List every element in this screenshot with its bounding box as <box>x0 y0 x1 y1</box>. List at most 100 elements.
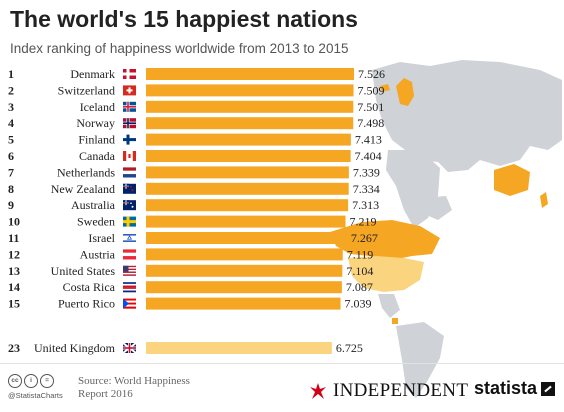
bar-austria <box>146 248 343 261</box>
rank-label: 8 <box>8 182 14 196</box>
bar-norway <box>146 117 354 130</box>
value-label: 7.509 <box>358 83 385 97</box>
rank-label: 3 <box>8 100 14 114</box>
value-label: 7.087 <box>346 280 373 294</box>
country-label: Iceland <box>80 100 115 114</box>
bar-australia <box>146 199 349 212</box>
map-south-america <box>396 322 444 398</box>
rank-label: 7 <box>8 165 14 179</box>
rank-label: 14 <box>8 280 20 294</box>
rank-label: 2 <box>8 83 14 97</box>
country-label: Netherlands <box>57 165 115 179</box>
flag-austria-icon <box>123 249 136 260</box>
country-label: New Zealand <box>51 182 115 196</box>
chart-subtitle: Index ranking of happiness worldwide fro… <box>10 41 349 56</box>
country-label: Sweden <box>77 215 115 229</box>
rank-label: 13 <box>8 264 20 278</box>
bar-switzerland <box>146 84 354 97</box>
bar-iceland <box>146 100 354 113</box>
bar-united-kingdom <box>146 342 332 354</box>
value-label: 7.334 <box>353 182 380 196</box>
country-label: Norway <box>76 116 115 130</box>
map-scandinavia <box>396 78 414 106</box>
source-line-1: Source: World Happiness <box>78 375 190 387</box>
rank-label: 23 <box>8 341 20 355</box>
map-new-zealand <box>540 192 548 208</box>
no-derivatives-icon: = <box>40 374 54 388</box>
bar-costa-rica <box>146 281 342 294</box>
flag-netherlands-icon <box>123 167 136 178</box>
country-label: Costa Rica <box>63 280 116 294</box>
rank-label: 5 <box>8 133 14 147</box>
country-label: Canada <box>79 149 116 163</box>
eagle-icon <box>310 383 326 399</box>
flag-denmark-icon <box>123 69 136 79</box>
value-label: 7.119 <box>347 247 374 261</box>
flag-new-zealand-icon <box>123 183 136 194</box>
flag-iceland-icon <box>123 101 136 112</box>
country-label: Australia <box>71 198 116 212</box>
statista-logo: statista <box>474 378 556 399</box>
flag-israel-icon <box>123 233 136 243</box>
map-greenland <box>420 196 452 220</box>
license-block: cc i = @StatistaCharts <box>8 374 63 400</box>
country-label: Puerto Rico <box>58 297 115 311</box>
chart-title: The world's 15 happiest nations <box>10 6 358 32</box>
rank-label: 4 <box>8 116 14 130</box>
country-label: Finland <box>78 133 115 147</box>
map-central-america <box>378 294 400 318</box>
flag-puerto-rico-icon <box>123 298 136 309</box>
map-iceland <box>380 84 390 92</box>
flag-sweden-icon <box>123 216 136 227</box>
flag-united-states-icon <box>123 265 136 276</box>
value-label: 7.413 <box>355 133 382 147</box>
map-canada <box>330 220 440 260</box>
value-label: 7.313 <box>352 198 379 212</box>
independent-wordmark: INDEPENDENT <box>333 380 469 401</box>
value-label: 7.404 <box>355 149 382 163</box>
cc-license-icons: cc i = <box>8 374 63 388</box>
map-eurasia <box>372 60 562 172</box>
independent-logo: INDEPENDENT <box>308 380 468 402</box>
statista-handle: @StatistaCharts <box>8 391 63 400</box>
value-label: 6.725 <box>336 341 363 355</box>
country-label: Denmark <box>70 67 115 81</box>
footer-divider <box>0 363 564 364</box>
value-label: 7.104 <box>346 264 373 278</box>
rank-label: 15 <box>8 297 20 311</box>
rank-label: 12 <box>8 247 20 261</box>
cc-icon: cc <box>8 374 22 388</box>
value-label: 7.267 <box>351 231 378 245</box>
rank-label: 6 <box>8 149 14 163</box>
flag-australia-icon <box>123 200 136 211</box>
flag-finland-icon <box>123 134 136 145</box>
value-label: 7.039 <box>345 297 372 311</box>
bar-puerto-rico <box>146 297 341 310</box>
country-label: Switzerland <box>58 83 115 97</box>
country-label: United Kingdom <box>34 341 116 355</box>
bar-new-zealand <box>146 182 349 195</box>
bar-sweden <box>146 215 346 228</box>
bar-denmark <box>146 68 354 80</box>
flag-canada-icon <box>123 151 136 161</box>
rank-label: 10 <box>8 215 20 229</box>
value-label: 7.501 <box>357 100 384 114</box>
flag-norway-icon <box>123 118 136 129</box>
map-australia <box>494 164 530 196</box>
value-label: 7.219 <box>350 215 377 229</box>
source-line-2: Report 2016 <box>78 388 133 400</box>
value-label: 7.339 <box>353 165 380 179</box>
bar-israel <box>146 232 347 244</box>
flag-united-kingdom-icon <box>122 342 137 354</box>
flag-costa-rica-icon <box>123 282 136 293</box>
flag-switzerland-icon <box>123 85 136 96</box>
map-usa <box>348 256 424 292</box>
country-label: Israel <box>88 231 115 245</box>
bar-canada <box>146 150 351 162</box>
bar-united-states <box>146 264 343 277</box>
value-label: 7.526 <box>358 67 385 81</box>
source-note: Source: World Happiness Report 2016 <box>78 375 190 401</box>
value-label: 7.498 <box>357 116 384 130</box>
